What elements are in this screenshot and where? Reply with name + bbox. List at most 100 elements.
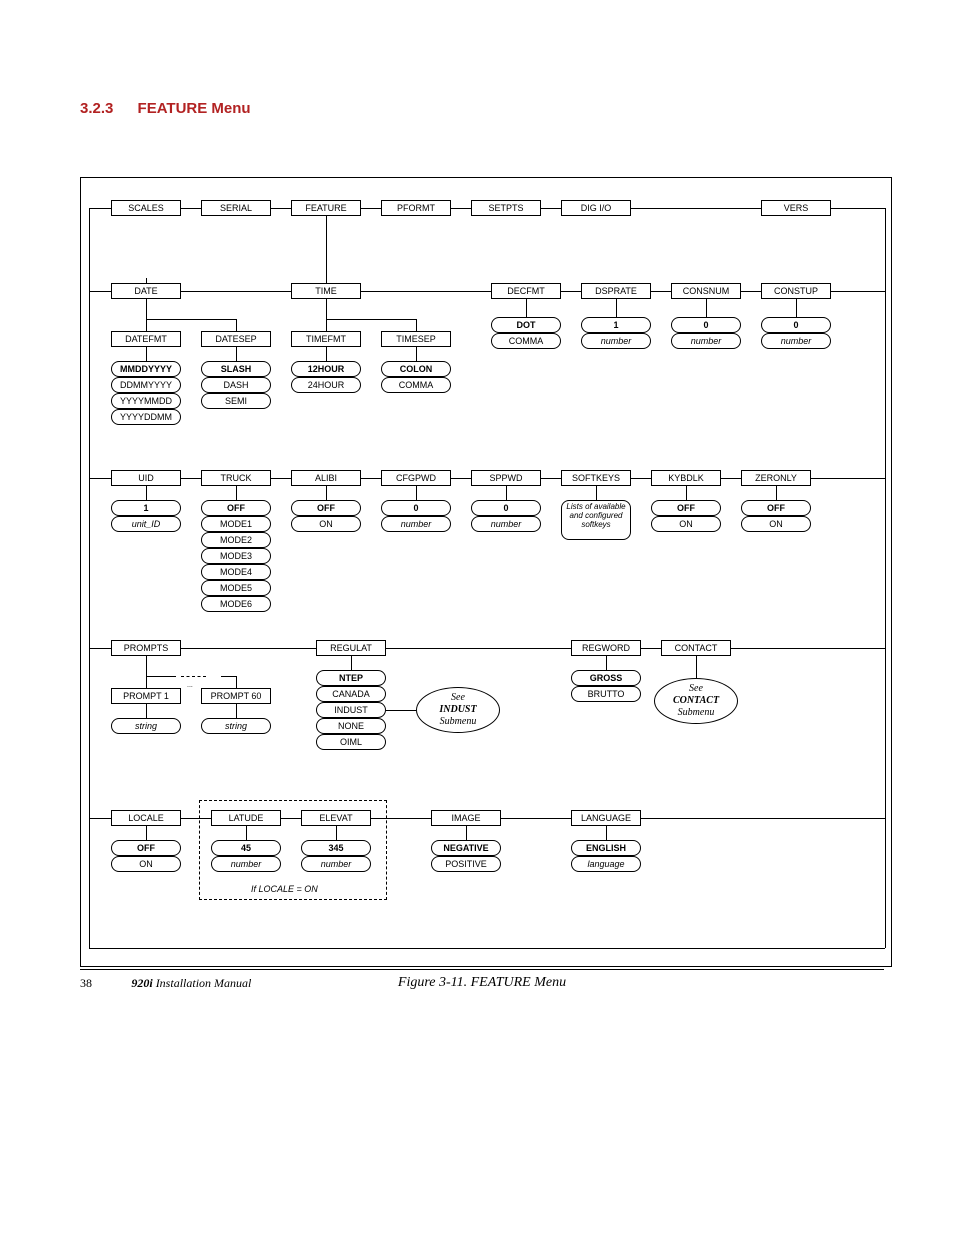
r2-constup: CONSTUP [761,283,831,299]
zeronly-off: OFF [741,500,811,516]
dsprate-1: 1 [581,317,651,333]
r2-consnum: CONSNUM [671,283,741,299]
r5-regword: REGWORD [571,640,641,656]
r4-softkeys: SOFTKEYS [561,470,631,486]
truck-mode2: MODE2 [201,532,271,548]
regulat-oiml: OIML [316,734,386,750]
menu-diagram: SCALES SERIAL FEATURE PFORMT SETPTS DIG … [80,177,892,967]
dsprate-number: number [581,333,651,349]
datesep: DATESEP [201,331,271,347]
cfgpwd-0: 0 [381,500,451,516]
r2-date: DATE [111,283,181,299]
cfgpwd-num: number [381,516,451,532]
r4-zeronly: ZERONLY [741,470,811,486]
page-number: 38 [80,976,128,991]
datefmt-ddmmyyyy: DDMMYYYY [111,377,181,393]
section-heading: 3.2.3 FEATURE Menu [80,100,884,117]
truck-mode1: MODE1 [201,516,271,532]
page-footer: 38 920i Installation Manual [80,969,884,991]
footer-manual: Installation Manual [153,976,252,990]
top-scales: SCALES [111,200,181,216]
heading-number: 3.2.3 [80,100,113,117]
top-setpts: SETPTS [471,200,541,216]
datefmt: DATEFMT [111,331,181,347]
consnum-number: number [671,333,741,349]
regulat-canada: CANADA [316,686,386,702]
timefmt-12: 12HOUR [291,361,361,377]
alibi-off: OFF [291,500,361,516]
r4-alibi: ALIBI [291,470,361,486]
timefmt-24: 24HOUR [291,377,361,393]
lang-english: ENGLISH [571,840,641,856]
constup-number: number [761,333,831,349]
top-pformt: PFORMT [381,200,451,216]
image-pos: POSITIVE [431,856,501,872]
footer-model: 920i [131,976,152,990]
uid-1: 1 [111,500,181,516]
lang-language: language [571,856,641,872]
top-digio: DIG I/O [561,200,631,216]
decfmt-comma: COMMA [491,333,561,349]
top-feature: FEATURE [291,200,361,216]
kybdlk-on: ON [651,516,721,532]
r2-time: TIME [291,283,361,299]
r5-prompts: PROMPTS [111,640,181,656]
sppwd-0: 0 [471,500,541,516]
kybdlk-off: OFF [651,500,721,516]
r4-sppwd: SPPWD [471,470,541,486]
locale-note: If LOCALE = ON [251,884,318,894]
indust-oval: SeeINDUSTSubmenu [416,687,500,733]
r4-kybdlk: KYBDLK [651,470,721,486]
locale-on: ON [111,856,181,872]
r2-dsprate: DSPRATE [581,283,651,299]
image-neg: NEGATIVE [431,840,501,856]
r2-decfmt: DECFMT [491,283,561,299]
top-serial: SERIAL [201,200,271,216]
datefmt-yyyyddmm: YYYYDDMM [111,409,181,425]
consnum-0: 0 [671,317,741,333]
page: 3.2.3 FEATURE Menu SCALES SERIAL FEATURE… [0,0,954,1051]
truck-mode3: MODE3 [201,548,271,564]
latude-45: 45 [211,840,281,856]
r4-cfgpwd: CFGPWD [381,470,451,486]
r5-regulat: REGULAT [316,640,386,656]
elevat-345: 345 [301,840,371,856]
decfmt-dot: DOT [491,317,561,333]
regword-brutto: BRUTTO [571,686,641,702]
softkeys-note: Lists of available and configured softke… [561,500,631,540]
truck-mode4: MODE4 [201,564,271,580]
datesep-slash: SLASH [201,361,271,377]
regulat-indust: INDUST [316,702,386,718]
elevat-num: number [301,856,371,872]
sppwd-num: number [471,516,541,532]
constup-0: 0 [761,317,831,333]
r6-language: LANGUAGE [571,810,641,826]
timefmt: TIMEFMT [291,331,361,347]
locale-off: OFF [111,840,181,856]
heading-title: FEATURE Menu [138,100,251,117]
truck-off: OFF [201,500,271,516]
datesep-dash: DASH [201,377,271,393]
uid-unitid: unit_ID [111,516,181,532]
contact-oval: SeeCONTACTSubmenu [654,678,738,724]
prompt1-str: string [111,718,181,734]
r4-uid: UID [111,470,181,486]
r5-contact: CONTACT [661,640,731,656]
latude-num: number [211,856,281,872]
timesep: TIMESEP [381,331,451,347]
r4-truck: TRUCK [201,470,271,486]
top-vers: VERS [761,200,831,216]
r6-image: IMAGE [431,810,501,826]
prompt1: PROMPT 1 [111,688,181,704]
r6-locale: LOCALE [111,810,181,826]
truck-mode5: MODE5 [201,580,271,596]
prompt60-str: string [201,718,271,734]
truck-mode6: MODE6 [201,596,271,612]
prompt60: PROMPT 60 [201,688,271,704]
alibi-on: ON [291,516,361,532]
zeronly-on: ON [741,516,811,532]
timesep-comma: COMMA [381,377,451,393]
regulat-ntep: NTEP [316,670,386,686]
regword-gross: GROSS [571,670,641,686]
datefmt-mmddyyyy: MMDDYYYY [111,361,181,377]
